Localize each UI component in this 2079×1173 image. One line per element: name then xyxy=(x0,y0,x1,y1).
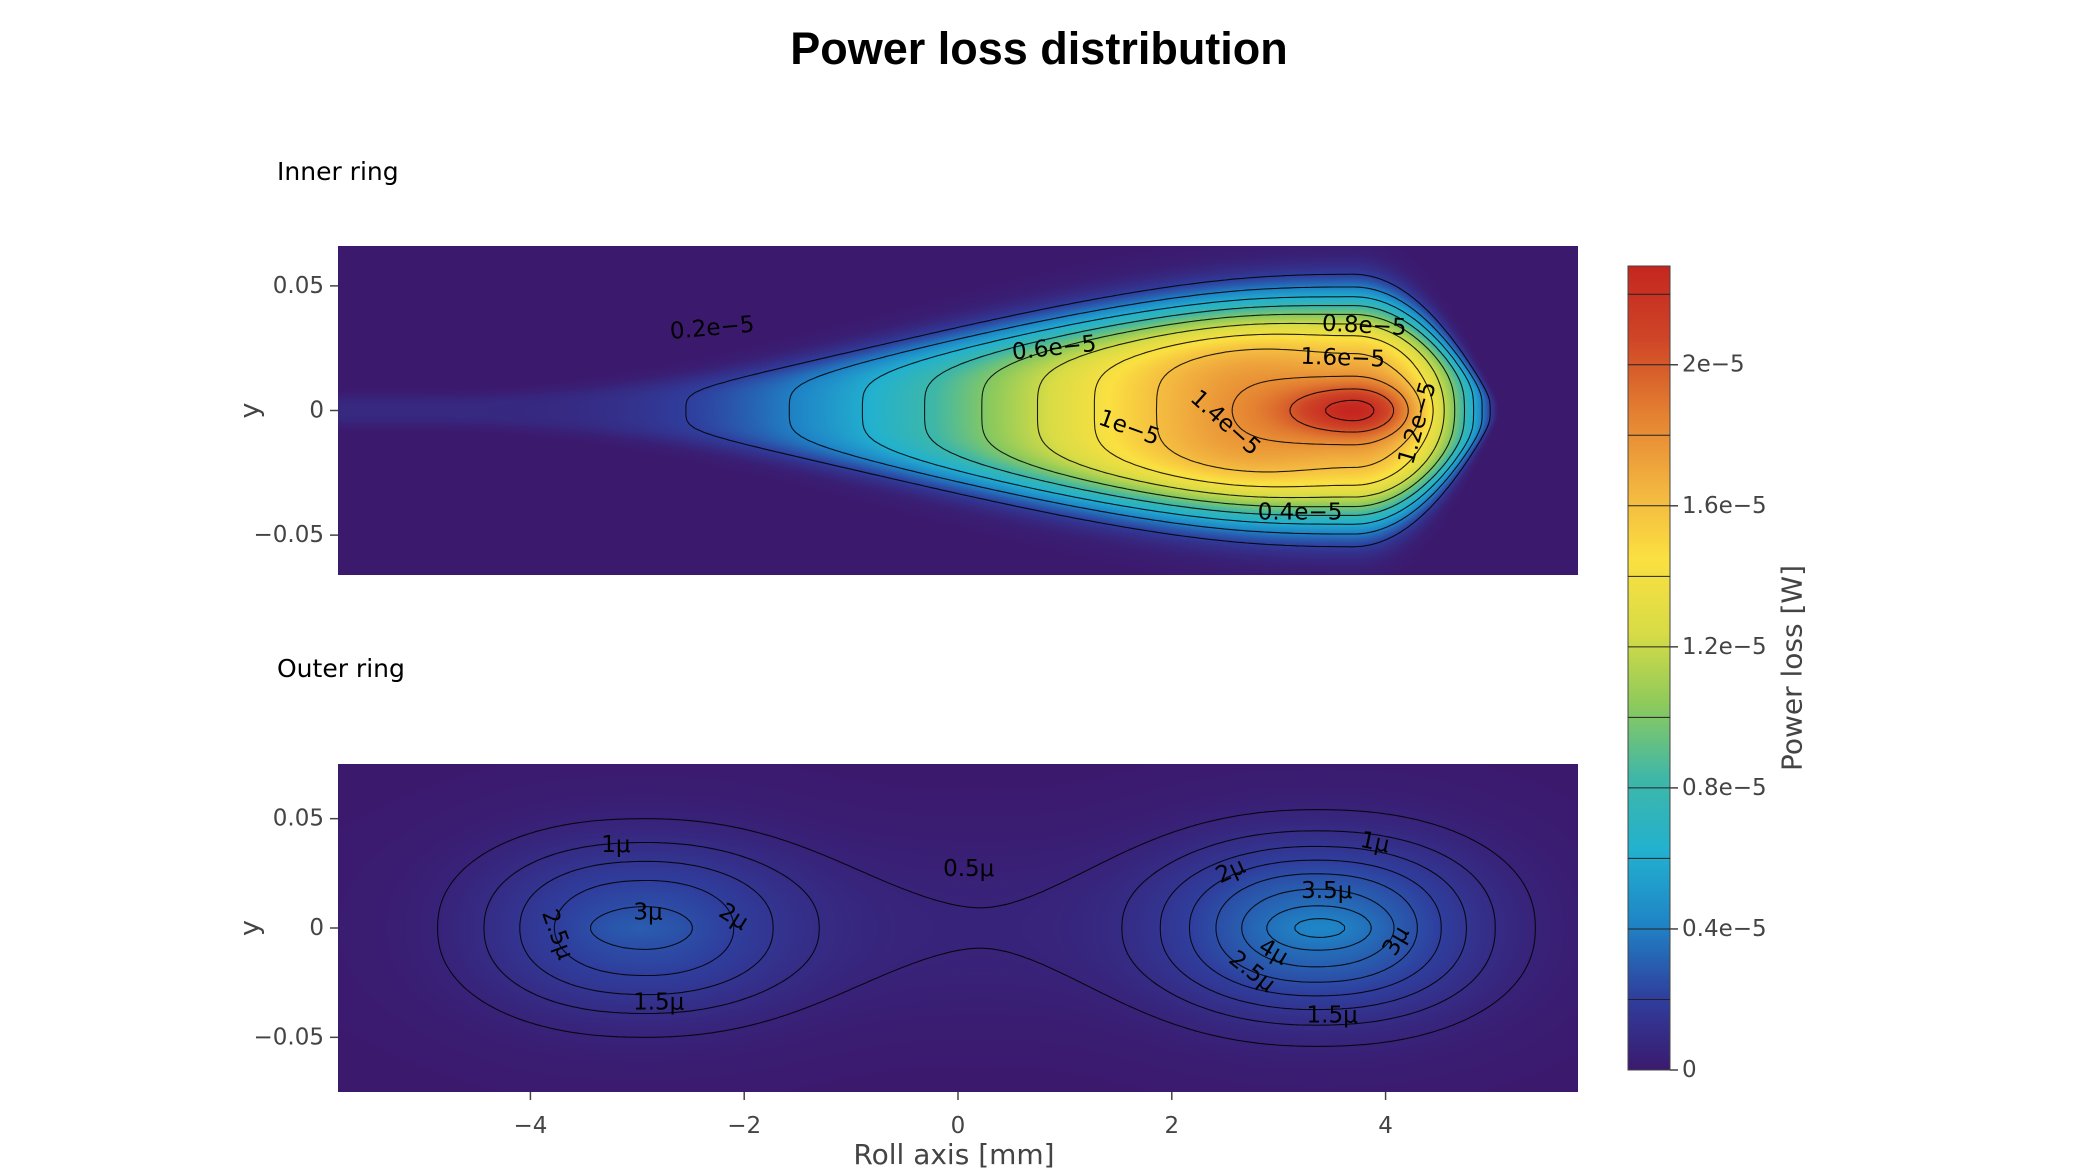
contour-line xyxy=(437,809,1536,1047)
y-tick-label: 0.05 xyxy=(273,273,324,299)
contour-label: 3μ xyxy=(633,900,663,926)
contour-line xyxy=(861,296,1475,525)
x-tick-label: −2 xyxy=(727,1113,761,1139)
contour-line xyxy=(685,273,1491,548)
y-tick-label: −0.05 xyxy=(254,522,324,548)
contour-line xyxy=(1266,905,1372,951)
colorbar-gradient xyxy=(1627,265,1671,1071)
contour-line xyxy=(483,830,1496,1026)
colorbar-tick-label: 0.4e−5 xyxy=(1682,916,1767,942)
contour-line xyxy=(590,873,1418,983)
colorbar-tick-label: 1.2e−5 xyxy=(1682,634,1767,660)
contour-label: 3.5μ xyxy=(1301,878,1353,904)
contour-line xyxy=(981,313,1456,508)
colorbar-tick-label: 1.6e−5 xyxy=(1682,493,1767,519)
contour-line xyxy=(519,845,1467,1011)
contour-line xyxy=(788,286,1483,535)
y-axis-title: y xyxy=(235,402,266,418)
colorbar-title: Power loss [W] xyxy=(1776,565,1809,771)
colorbar-tick-label: 2e−5 xyxy=(1682,352,1745,378)
contour-line xyxy=(924,305,1466,516)
y-tick-label: −0.05 xyxy=(254,1024,324,1050)
panel-subtitle: Inner ring xyxy=(277,157,399,186)
x-tick-label: 2 xyxy=(1164,1113,1179,1139)
contour-label: 1μ xyxy=(1358,827,1392,859)
contour-line xyxy=(1036,322,1445,499)
contour-line xyxy=(1155,348,1422,473)
colorbar-tick-label: 0.8e−5 xyxy=(1682,775,1767,801)
contour-label: 1.6e−5 xyxy=(1300,344,1385,373)
contour-line xyxy=(1231,375,1409,446)
x-axis-title: Roll axis [mm] xyxy=(853,1138,1054,1169)
contour-label: 0.4e−5 xyxy=(1258,500,1343,526)
contour-label: 0.5μ xyxy=(943,856,995,882)
x-axis: −4 −2 0 2 4 Roll axis [mm] xyxy=(513,1092,1393,1171)
y-tick-label: 0.05 xyxy=(273,806,324,832)
contour-line xyxy=(1325,399,1375,422)
y-axis-title: y xyxy=(235,920,266,936)
contour-line xyxy=(1294,918,1346,938)
contour-line xyxy=(1241,888,1395,968)
x-tick-label: 4 xyxy=(1378,1113,1393,1139)
contour-line xyxy=(1289,388,1395,433)
y-tick-label: 0 xyxy=(309,915,324,941)
x-tick-label: −4 xyxy=(513,1113,547,1139)
x-tick-label: 0 xyxy=(951,1113,966,1139)
contour-label: 1μ xyxy=(601,832,631,858)
colorbar-tick-label: 0 xyxy=(1682,1057,1697,1083)
y-tick-label: 0 xyxy=(309,398,324,424)
contour-label: 0.8e−5 xyxy=(1321,311,1407,341)
heatmap-image xyxy=(338,246,1578,575)
contour-line xyxy=(1093,333,1434,488)
chart-title: Power loss distribution xyxy=(790,23,1288,74)
contour-label: 1.5μ xyxy=(1307,1002,1359,1028)
contour-line xyxy=(553,859,1442,997)
colorbar: 0 0.4e−5 0.8e−5 1.2e−5 1.6e−5 2e−5 Power loss … xyxy=(1627,265,1809,1083)
contour-label: 1.5μ xyxy=(633,989,685,1015)
panel-subtitle: Outer ring xyxy=(277,654,405,683)
